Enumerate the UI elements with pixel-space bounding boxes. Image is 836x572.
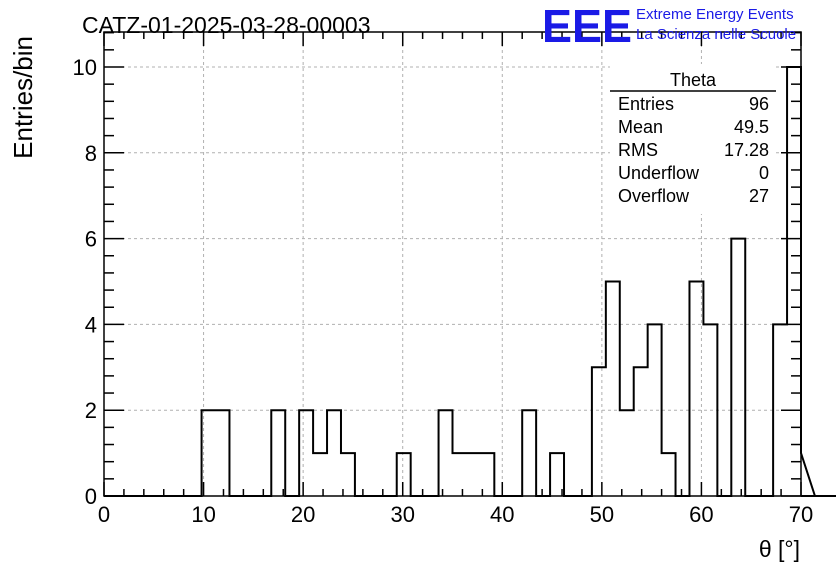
stats-row-value: 0 bbox=[759, 163, 769, 183]
stats-box-background bbox=[610, 64, 776, 214]
x-tick-label: 20 bbox=[291, 502, 315, 527]
y-axis-label: Entries/bin bbox=[8, 36, 38, 159]
y-tick-label: 8 bbox=[85, 141, 97, 166]
histogram-series bbox=[104, 66, 836, 497]
y-tick-label: 2 bbox=[85, 398, 97, 423]
chart-title: CATZ-01-2025-03-28-00003 bbox=[82, 12, 371, 38]
y-tick-label: 4 bbox=[85, 312, 97, 337]
x-axis-label: θ [°] bbox=[759, 536, 800, 562]
stats-row-label: Overflow bbox=[618, 186, 690, 206]
eee-logo: EEE Extreme Energy Events La Scienza nel… bbox=[542, 0, 796, 52]
x-tick-label: 30 bbox=[390, 502, 414, 527]
stats-row-label: RMS bbox=[618, 140, 658, 160]
x-tick-label: 0 bbox=[98, 502, 110, 527]
stats-title: Theta bbox=[670, 70, 717, 90]
stats-row-value: 27 bbox=[749, 186, 769, 206]
x-tick-label: 10 bbox=[191, 502, 215, 527]
x-tick-label: 60 bbox=[689, 502, 713, 527]
x-tick-label: 40 bbox=[490, 502, 514, 527]
x-tick-label: 50 bbox=[590, 502, 614, 527]
axis-ticks bbox=[103, 31, 802, 497]
tick-labels: 0 10 20 30 40 50 60 70 0 2 4 6 8 10 bbox=[73, 55, 814, 527]
stats-row-label: Underflow bbox=[618, 163, 700, 183]
stats-row-label: Entries bbox=[618, 94, 674, 114]
histogram-outline bbox=[104, 66, 836, 497]
y-tick-label: 10 bbox=[73, 55, 97, 80]
stats-row-value: 17.28 bbox=[724, 140, 769, 160]
stats-row-label: Mean bbox=[618, 117, 663, 137]
logo-mark: EEE bbox=[542, 0, 632, 52]
y-tick-label: 6 bbox=[85, 227, 97, 252]
stats-box: Theta Entries 96 Mean 49.5 RMS 17.28 Underflow… bbox=[610, 64, 776, 214]
stats-row-value: 49.5 bbox=[734, 117, 769, 137]
y-tick-label: 0 bbox=[85, 484, 97, 509]
plot-frame bbox=[103, 31, 802, 497]
logo-line-1: Extreme Energy Events bbox=[636, 6, 794, 23]
logo-line-2: La Scienza nelle Scuole bbox=[636, 26, 796, 43]
x-tick-label: 70 bbox=[789, 502, 813, 527]
stats-row-value: 96 bbox=[749, 94, 769, 114]
